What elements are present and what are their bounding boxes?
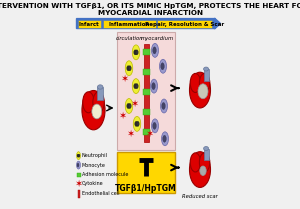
Circle shape: [134, 84, 136, 89]
Circle shape: [127, 103, 129, 108]
Circle shape: [160, 99, 167, 113]
Circle shape: [163, 135, 166, 142]
Circle shape: [152, 43, 158, 57]
Ellipse shape: [83, 92, 94, 113]
Bar: [142, 69, 150, 75]
Ellipse shape: [92, 104, 102, 119]
Bar: [98, 87, 103, 100]
Text: ACUTE INTERVENTION WITH TGFβ1, OR ITS MIMIC HpTGM, PROTECTS THE HEART FOLLOWING: ACUTE INTERVENTION WITH TGFβ1, OR ITS MI…: [0, 3, 300, 9]
Bar: [116, 32, 176, 150]
Text: ✶: ✶: [118, 111, 126, 121]
Circle shape: [161, 63, 164, 70]
Circle shape: [152, 83, 155, 90]
Bar: [142, 109, 150, 115]
Circle shape: [128, 103, 130, 108]
Circle shape: [79, 154, 80, 157]
Circle shape: [136, 121, 138, 126]
Text: Adhesion molecule: Adhesion molecule: [82, 172, 128, 177]
Text: ✶: ✶: [126, 129, 134, 139]
Text: ✶: ✶: [120, 74, 128, 84]
Circle shape: [129, 66, 131, 71]
Circle shape: [76, 152, 80, 160]
Ellipse shape: [98, 85, 103, 89]
Text: Cytokine: Cytokine: [82, 181, 103, 186]
Ellipse shape: [93, 92, 104, 113]
Ellipse shape: [200, 153, 210, 172]
Circle shape: [135, 121, 137, 126]
Ellipse shape: [82, 90, 105, 130]
Bar: [77, 20, 101, 28]
Circle shape: [133, 116, 141, 131]
Circle shape: [125, 98, 133, 113]
Circle shape: [153, 47, 156, 54]
Text: ✶: ✶: [74, 179, 83, 189]
Circle shape: [78, 154, 79, 157]
Text: circulation: circulation: [116, 36, 144, 41]
Circle shape: [77, 163, 79, 167]
Ellipse shape: [190, 152, 211, 187]
Circle shape: [153, 122, 156, 129]
Bar: [142, 129, 150, 135]
Circle shape: [151, 79, 158, 93]
Circle shape: [135, 50, 137, 55]
Circle shape: [77, 154, 79, 157]
Circle shape: [160, 59, 167, 73]
Circle shape: [127, 66, 129, 71]
Ellipse shape: [190, 153, 201, 172]
Circle shape: [129, 103, 131, 108]
Circle shape: [136, 84, 138, 89]
Ellipse shape: [198, 84, 208, 99]
Circle shape: [76, 161, 80, 169]
Circle shape: [134, 50, 136, 55]
Text: Infarct: Infarct: [79, 22, 99, 27]
Circle shape: [132, 79, 140, 94]
Text: MYOCARDIAL INFARCTION: MYOCARDIAL INFARCTION: [98, 10, 202, 16]
Circle shape: [125, 61, 133, 76]
Ellipse shape: [200, 166, 206, 176]
Ellipse shape: [204, 67, 208, 71]
Text: Neutrophil: Neutrophil: [82, 153, 107, 158]
Text: ✶: ✶: [130, 99, 138, 109]
Circle shape: [152, 119, 158, 133]
Bar: [116, 152, 176, 193]
Bar: [144, 44, 148, 142]
Text: Reduced scar: Reduced scar: [182, 194, 218, 199]
Text: Monocyte: Monocyte: [82, 163, 105, 168]
Bar: [77, 173, 80, 177]
FancyArrow shape: [76, 18, 220, 29]
Bar: [158, 20, 212, 28]
Text: Repair, Resolution & Scar: Repair, Resolution & Scar: [146, 22, 225, 27]
Ellipse shape: [190, 73, 201, 92]
Ellipse shape: [190, 72, 211, 108]
Bar: [77, 190, 80, 198]
Bar: [142, 49, 150, 55]
Text: TGFβ1/HpTGM: TGFβ1/HpTGM: [115, 184, 177, 193]
Ellipse shape: [200, 73, 210, 92]
Circle shape: [128, 66, 130, 71]
Circle shape: [137, 121, 139, 126]
Text: myocardium: myocardium: [141, 36, 174, 41]
Text: Inflammation: Inflammation: [108, 22, 150, 27]
Bar: [204, 149, 208, 161]
Bar: [204, 69, 208, 81]
Text: Endothelial cell: Endothelial cell: [82, 191, 119, 196]
Text: ✶: ✶: [145, 129, 153, 139]
Circle shape: [161, 132, 169, 146]
Circle shape: [136, 50, 138, 55]
Bar: [142, 89, 150, 95]
Bar: [103, 20, 156, 28]
Circle shape: [135, 84, 137, 89]
Ellipse shape: [204, 147, 208, 150]
Circle shape: [132, 45, 140, 60]
Circle shape: [162, 102, 165, 110]
